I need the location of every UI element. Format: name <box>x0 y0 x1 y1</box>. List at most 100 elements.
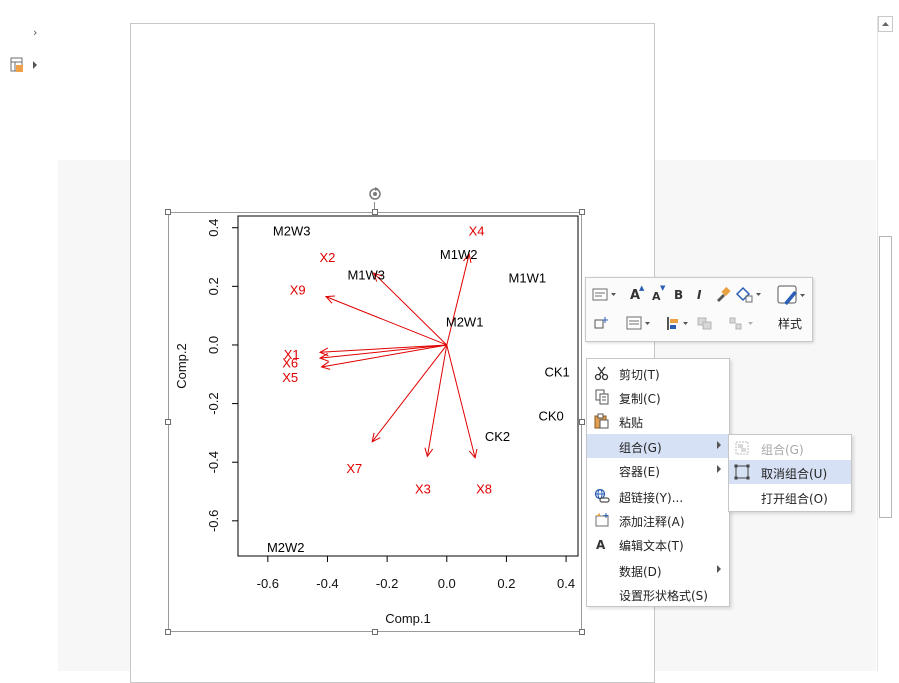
resize-handle-t[interactable] <box>372 209 378 215</box>
edit-text-icon: A <box>596 538 606 552</box>
menu-item-group[interactable]: 组合(G) <box>587 434 729 458</box>
x-tick-label: 0.0 <box>438 576 456 591</box>
x-tick-label: -0.2 <box>376 576 398 591</box>
comment-icon <box>595 513 609 527</box>
menu-item-format-shape[interactable]: 设置形状格式(S) <box>587 582 729 606</box>
align-disabled-icon[interactable] <box>728 315 758 333</box>
menu-item-cut[interactable]: 剪切(T) <box>587 361 729 385</box>
loading-arrowhead <box>424 447 434 458</box>
hyperlink-icon <box>594 488 610 503</box>
x-tick-label: 0.2 <box>497 576 515 591</box>
loading-label: X3 <box>415 482 431 497</box>
resize-handle-b[interactable] <box>372 629 378 635</box>
y-tick-label: 0.0 <box>206 336 221 354</box>
point-label: M1W3 <box>347 268 385 283</box>
resize-handle-br[interactable] <box>579 629 585 635</box>
loading-arrowhead <box>318 352 329 362</box>
bold-button[interactable]: B <box>674 288 684 302</box>
menu-item-add-comment[interactable]: 添加注释(A) <box>587 508 729 532</box>
submenu-item-ungroup[interactable]: 取消组合(U) <box>729 460 851 484</box>
menu-item-label: 粘贴 <box>619 416 644 430</box>
point-label: M1W1 <box>509 271 547 286</box>
loading-arrow <box>373 272 448 346</box>
menu-item-copy[interactable]: 复制(C) <box>587 385 729 409</box>
menu-item-hyperlink[interactable]: 超链接(Y)... <box>587 484 729 508</box>
resize-handle-tr[interactable] <box>579 209 585 215</box>
loading-label: X8 <box>476 482 492 497</box>
text-box-icon[interactable] <box>592 314 612 332</box>
plot-frame <box>237 215 579 557</box>
quick-style-icon[interactable] <box>776 283 808 309</box>
point-label: CK1 <box>544 364 569 379</box>
submenu-item-label: 打开组合(O) <box>761 492 828 506</box>
group-icon <box>735 441 749 455</box>
y-axis-label: Comp.2 <box>174 343 189 389</box>
copy-icon <box>595 389 609 405</box>
point-label: M2W3 <box>273 224 311 239</box>
submenu-item-label: 取消组合(U) <box>761 467 828 481</box>
shape-fill-icon[interactable] <box>592 287 618 303</box>
loading-label: X4 <box>469 224 485 239</box>
submenu-item-open-group[interactable]: 打开组合(O) <box>729 485 851 509</box>
y-tick-label: -0.6 <box>206 510 221 532</box>
context-menu: 剪切(T) 复制(C) 粘贴 组合(G) 容器(E) 超链接(Y)... 添加注… <box>586 358 730 607</box>
loading-arrowhead <box>320 361 331 370</box>
shape-outline-icon[interactable] <box>734 286 764 304</box>
format-painter-icon[interactable] <box>714 286 732 304</box>
align-text-icon[interactable] <box>626 316 654 332</box>
resize-handle-tl[interactable] <box>165 209 171 215</box>
loading-arrow <box>371 344 448 442</box>
resize-handle-bl[interactable] <box>165 629 171 635</box>
resize-handle-l[interactable] <box>165 419 171 425</box>
loading-arrowhead <box>372 272 383 282</box>
menu-item-label: 复制(C) <box>619 392 661 406</box>
menu-item-label: 容器(E) <box>619 465 660 479</box>
point-label: M1W2 <box>440 247 478 262</box>
group-disabled-icon[interactable] <box>696 315 718 333</box>
menu-item-label: 添加注释(A) <box>619 515 685 529</box>
style-label[interactable]: 样式 <box>778 317 803 331</box>
loading-arrowhead <box>468 448 478 459</box>
group-submenu: 组合(G) 取消组合(U) 打开组合(O) <box>728 434 852 512</box>
y-tick-label: 0.4 <box>206 219 221 237</box>
y-tick-label: -0.2 <box>206 392 221 414</box>
arrange-order-icon[interactable] <box>664 315 692 333</box>
menu-item-data[interactable]: 数据(D) <box>587 558 729 582</box>
italic-button[interactable]: I <box>697 288 702 302</box>
svg-text:A: A <box>596 538 606 552</box>
y-tick-label: -0.4 <box>206 451 221 473</box>
loading-arrow <box>325 296 447 346</box>
layout-options-icon[interactable] <box>10 57 40 77</box>
menu-item-label: 设置形状格式(S) <box>619 589 708 603</box>
point-label: CK0 <box>539 408 564 423</box>
font-bigger-button[interactable]: A <box>630 288 641 303</box>
expand-arrow-icon[interactable]: › <box>33 26 38 39</box>
loading-arrow <box>321 344 447 368</box>
menu-item-container[interactable]: 容器(E) <box>587 458 729 482</box>
font-smaller-button[interactable]: A <box>652 290 661 303</box>
selection-frame[interactable] <box>168 212 582 632</box>
menu-item-paste[interactable]: 粘贴 <box>587 409 729 433</box>
resize-handle-r[interactable] <box>579 419 585 425</box>
rotate-handle-icon[interactable] <box>367 186 383 206</box>
submenu-item-group[interactable]: 组合(G) <box>729 436 851 460</box>
x-axis-label: Comp.1 <box>385 611 431 626</box>
scroll-up-icon[interactable] <box>878 16 893 32</box>
scroll-thumb[interactable] <box>879 236 892 518</box>
x-tick-label: -0.4 <box>316 576 338 591</box>
loading-label: X7 <box>346 461 362 476</box>
menu-item-edit-text[interactable]: A 编辑文本(T) <box>587 532 729 556</box>
menu-item-label: 超链接(Y)... <box>619 491 684 505</box>
loading-arrow <box>446 253 470 346</box>
x-tick-label: -0.6 <box>257 576 279 591</box>
y-tick-label: 0.2 <box>206 277 221 295</box>
down-arrow-icon: ▼ <box>660 284 666 292</box>
scissors-icon <box>594 366 609 381</box>
mini-toolbar: A ▲ A ▼ B I 样式 <box>585 277 813 342</box>
submenu-arrow-icon <box>717 465 721 473</box>
up-arrow-icon: ▲ <box>639 284 645 292</box>
point-label: M2W2 <box>267 540 305 555</box>
loading-label: X6 <box>282 356 298 371</box>
loading-label: X1 <box>284 347 300 362</box>
